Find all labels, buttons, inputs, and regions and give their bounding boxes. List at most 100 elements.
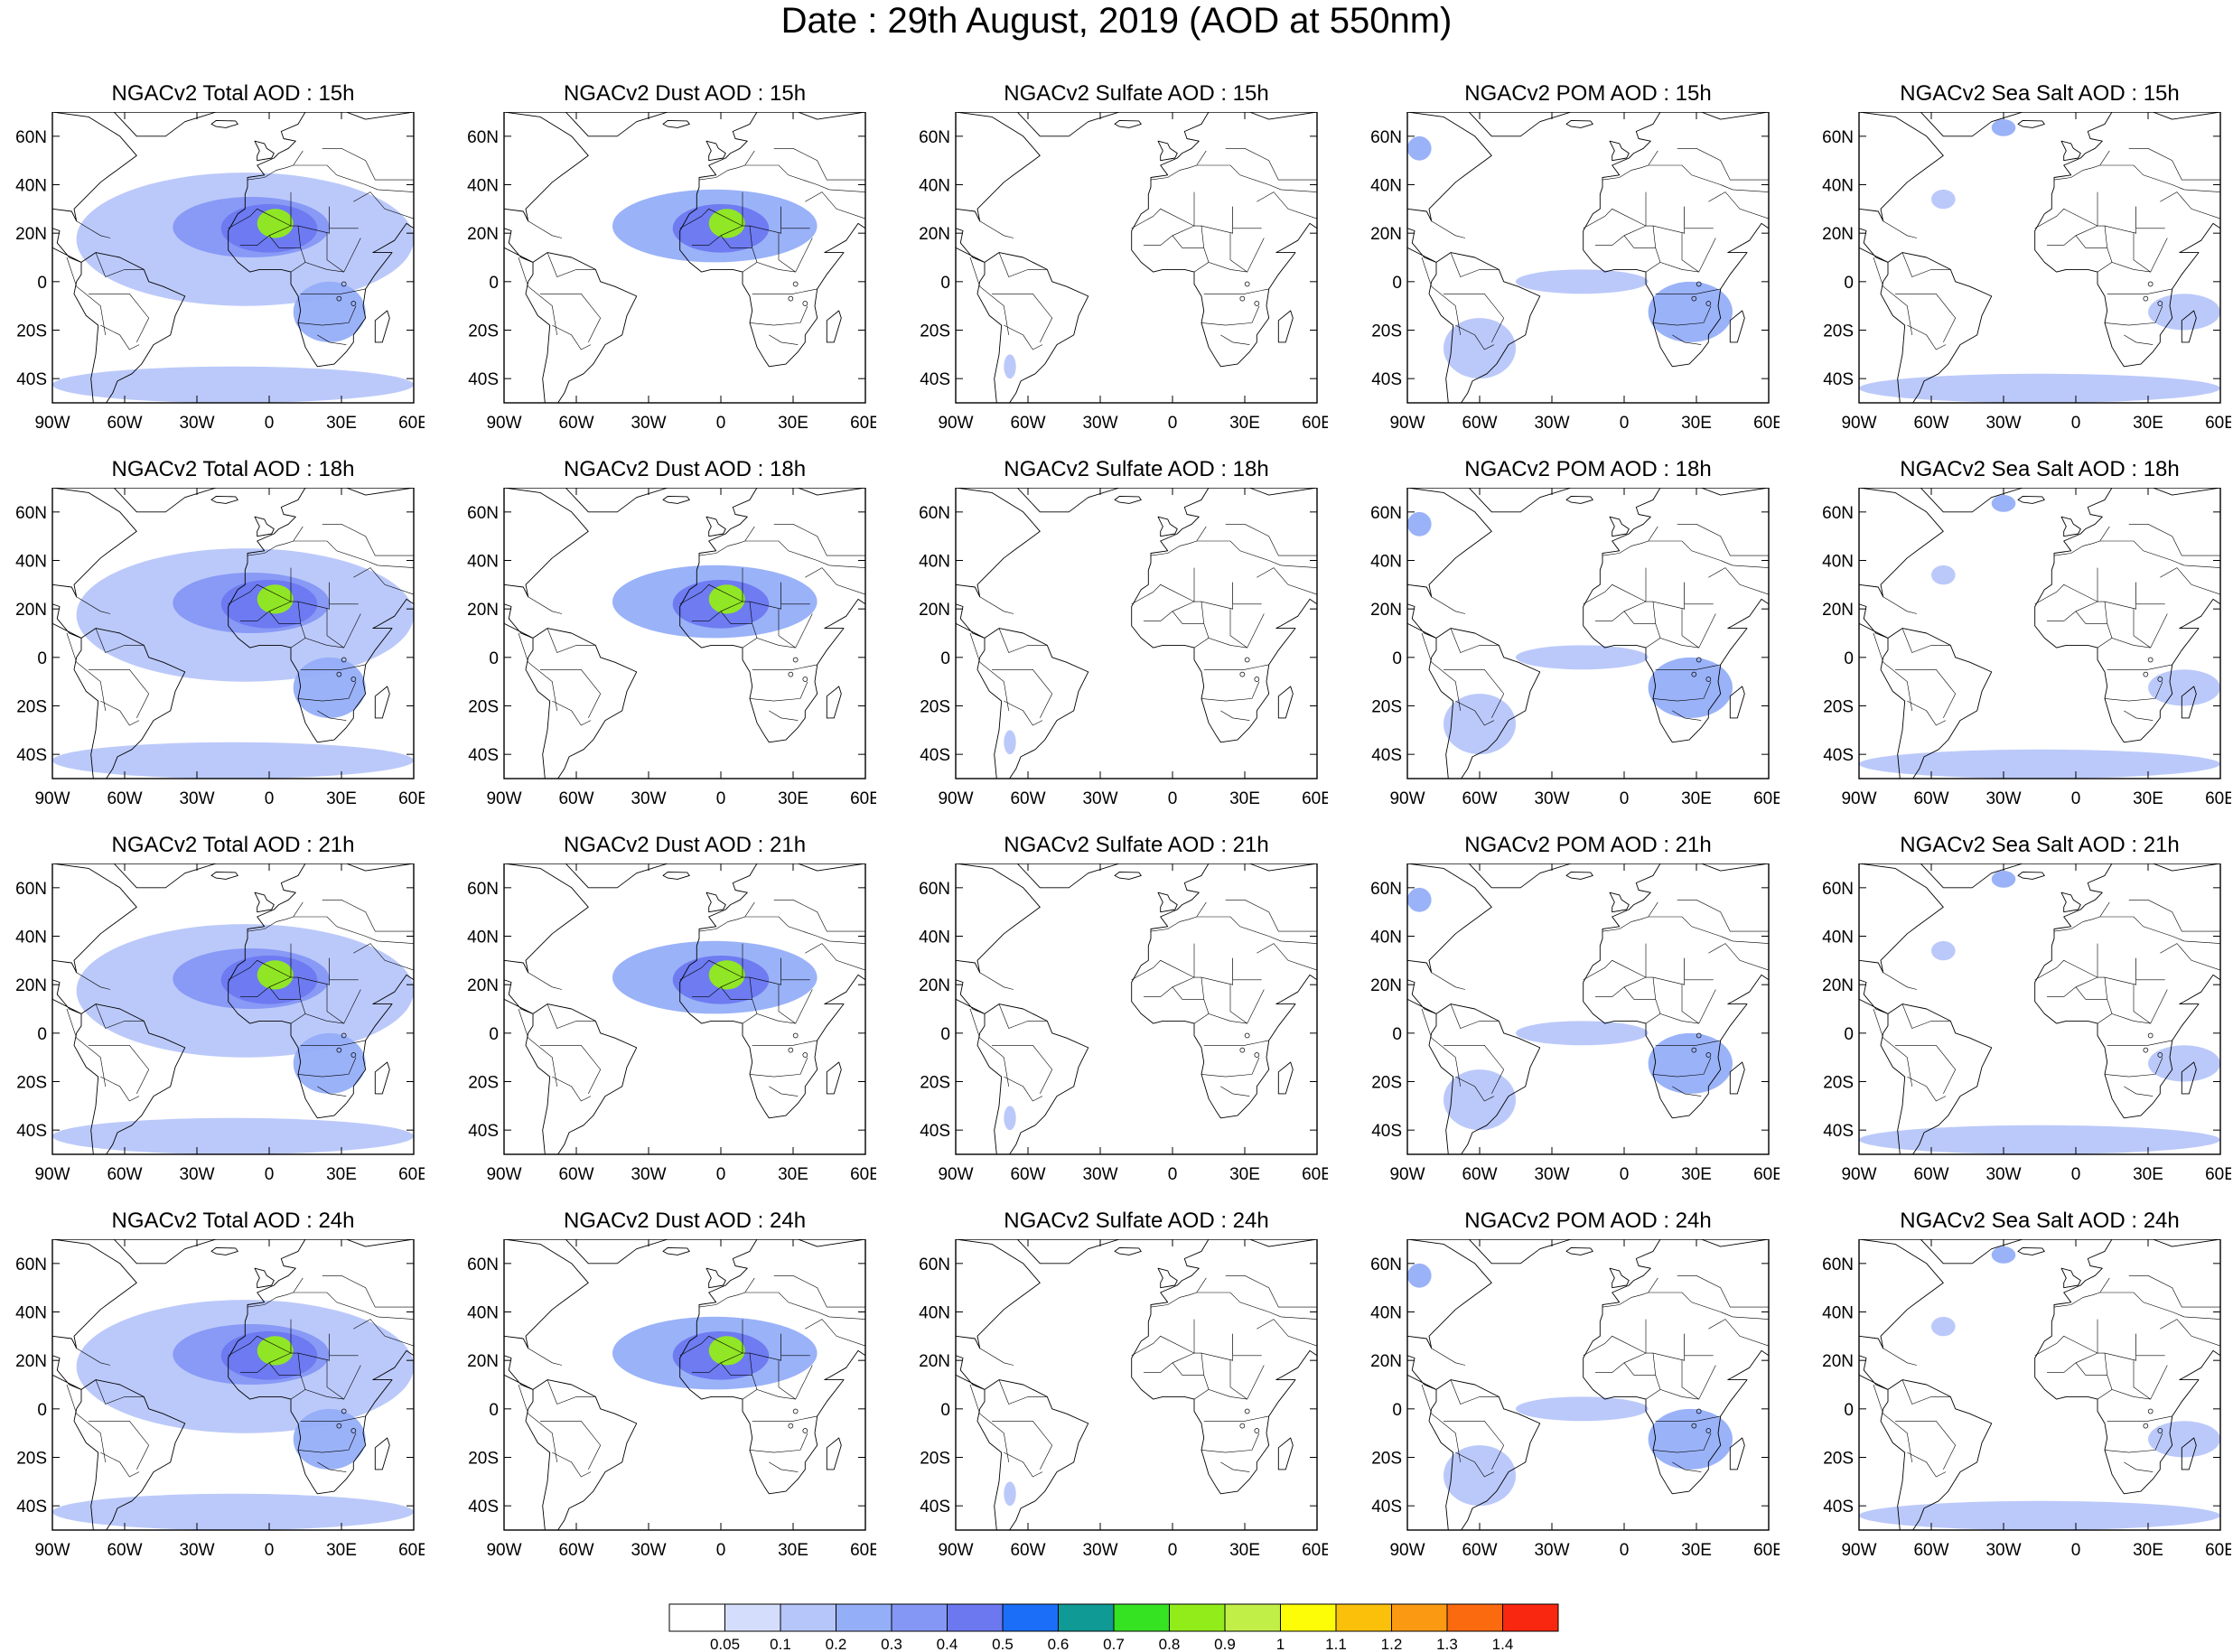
country-border: [317, 1461, 347, 1472]
lat-tick-label: 0: [37, 649, 47, 668]
lon-tick-label: 0: [2071, 789, 2081, 808]
aod-field-sea-salt-1: [1931, 1316, 1956, 1337]
country-border: [780, 206, 810, 229]
country-border: [290, 262, 306, 273]
coastline: [1407, 112, 1541, 403]
colorbar-box: [836, 1603, 892, 1632]
panel-title: NGACv2 Sea Salt AOD : 15h: [1900, 81, 2180, 106]
country-border: [752, 288, 818, 294]
country-border: [2099, 540, 2220, 568]
lat-tick-label: 40S: [1371, 746, 1402, 765]
country-border: [1895, 1421, 1957, 1470]
country-border: [353, 191, 414, 219]
lake: [336, 295, 342, 302]
coastline: [679, 1239, 865, 1495]
country-border: [1873, 632, 1912, 711]
coastline: [705, 140, 726, 162]
lake: [2157, 1428, 2163, 1433]
lon-tick-label: 90W: [1841, 1541, 1876, 1560]
lat-tick-label: 20N: [15, 225, 47, 244]
map-frame: [1406, 863, 1770, 1155]
country-border: [353, 1319, 414, 1347]
lon-tick-label: 60E: [2205, 789, 2231, 808]
lat-tick-label: 20N: [1822, 976, 1854, 995]
lon-tick-label: 60W: [1913, 1541, 1948, 1560]
lon-tick-label: 30W: [1534, 789, 1569, 808]
country-border: [1648, 1292, 1769, 1320]
lon-tick-label: 60E: [1302, 789, 1328, 808]
coastline: [565, 863, 668, 889]
lon-tick-label: 60E: [398, 414, 425, 433]
lon-tick-label: 90W: [938, 1541, 973, 1560]
aod-field-pom-3: [1407, 1263, 1432, 1288]
coastline: [210, 871, 238, 880]
country-border: [720, 611, 752, 624]
coastline: [2060, 140, 2081, 162]
country-border: [2104, 681, 2163, 702]
aod-field-pom-1: [1444, 694, 1516, 755]
lake: [1254, 1052, 1260, 1058]
lat-tick-label: 0: [489, 274, 499, 293]
aod-field-sea-salt-1: [1931, 940, 1956, 961]
country-border: [1684, 1333, 1714, 1357]
lat-tick-label: 60N: [467, 880, 499, 899]
country-border: [1873, 1384, 1912, 1462]
country-border: [300, 1040, 366, 1046]
lake: [2147, 1408, 2154, 1414]
lon-tick-label: 60W: [558, 414, 593, 433]
lon-tick-label: 90W: [1841, 414, 1876, 433]
lon-tick-label: 60E: [398, 789, 425, 808]
country-border: [290, 1013, 306, 1024]
panel-title: NGACv2 POM AOD : 21h: [1464, 833, 1712, 857]
aod-field-pom-1: [1444, 1069, 1516, 1131]
country-border: [1203, 1040, 1269, 1046]
lat-tick-label: 40N: [1822, 1304, 1854, 1323]
lake: [1696, 1032, 1702, 1039]
colorbar-label: 0.4: [937, 1636, 958, 1652]
colorbar-label: 0.7: [1103, 1636, 1125, 1652]
map-frame: [51, 1239, 415, 1531]
aod-field-dust-2: [708, 1336, 745, 1366]
lat-tick-label: 20N: [919, 976, 950, 995]
lat-tick-label: 40S: [1823, 370, 1854, 389]
lon-tick-label: 90W: [1841, 1165, 1876, 1184]
lon-tick-label: 60W: [1462, 1165, 1497, 1184]
country-border: [322, 899, 414, 932]
country-border: [1193, 1013, 1210, 1024]
country-border: [698, 1277, 755, 1308]
aod-field-sea-salt-3: [1991, 495, 2016, 512]
country-border: [1652, 1057, 1712, 1078]
coastline: [1565, 495, 1593, 504]
coastline: [826, 310, 842, 343]
lat-tick-label: 40N: [919, 1304, 950, 1323]
lake: [350, 1428, 357, 1433]
country-border: [1201, 305, 1260, 326]
lat-tick-label: 20S: [1823, 1450, 1854, 1469]
lake: [350, 677, 357, 682]
country-border: [998, 1379, 1048, 1405]
coastline: [826, 686, 842, 719]
lat-tick-label: 60N: [1370, 128, 1402, 147]
lon-tick-label: 60E: [398, 1165, 425, 1184]
country-border: [76, 1348, 111, 1366]
coastline: [504, 112, 638, 403]
country-border: [2135, 1333, 2165, 1357]
lon-tick-label: 60W: [1010, 1541, 1045, 1560]
country-border: [1144, 567, 1195, 621]
coastline: [113, 863, 217, 889]
country-border: [749, 681, 808, 702]
lon-tick-label: 30E: [778, 1541, 808, 1560]
country-border: [1708, 191, 1769, 219]
aod-field-dust-2: [708, 584, 745, 614]
lat-tick-label: 40S: [1823, 1498, 1854, 1517]
lon-tick-label: 30W: [631, 1541, 666, 1560]
lake: [2147, 657, 2154, 663]
country-border: [2047, 191, 2098, 246]
lat-tick-label: 40S: [1823, 746, 1854, 765]
country-border: [1883, 1348, 1918, 1366]
country-border: [1150, 526, 1207, 556]
lon-tick-label: 30E: [2133, 414, 2163, 433]
lon-tick-label: 60E: [2205, 1165, 2231, 1184]
country-border: [66, 632, 106, 711]
map-frame: [1406, 488, 1770, 779]
